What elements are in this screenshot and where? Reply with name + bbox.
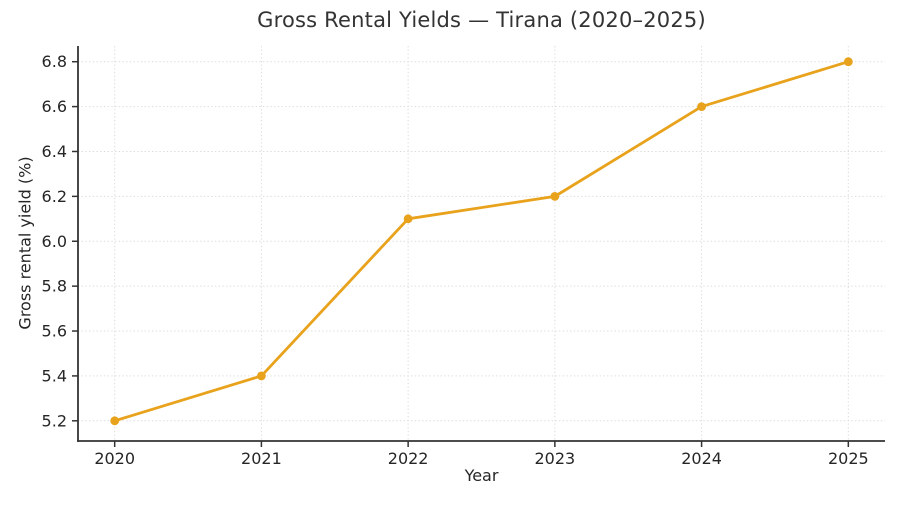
y-tick-label: 5.2 [42,411,67,430]
data-point [843,57,853,67]
series-line [113,60,850,423]
x-axis-label: Year [464,466,499,485]
x-tick-label: 2023 [535,449,576,468]
y-axis-label: Gross rental yield (%) [15,156,35,330]
y-tick-label: 5.6 [42,322,67,341]
data-point [257,371,266,381]
data-point [403,214,413,224]
y-tick-label: 6.2 [42,187,67,206]
chart-title: Gross Rental Yields — Tirana (2020–2025) [257,8,706,32]
y-tick-label: 6.4 [42,142,67,161]
gridlines [78,46,885,441]
y-tick-label: 5.4 [42,366,67,385]
x-tick-label: 2024 [681,449,722,468]
y-tick-label: 6.0 [42,232,67,251]
x-tick-label: 2022 [388,449,429,468]
data-point [697,102,706,111]
data-point [550,191,560,201]
x-tick-label: 2020 [94,449,135,468]
y-tick-label: 5.8 [42,277,67,296]
y-tick-label: 6.8 [42,52,67,71]
x-tick-label: 2021 [241,449,282,468]
y-tick-label: 6.6 [42,97,67,116]
x-tick-label: 2025 [828,449,869,468]
data-point [110,416,120,426]
